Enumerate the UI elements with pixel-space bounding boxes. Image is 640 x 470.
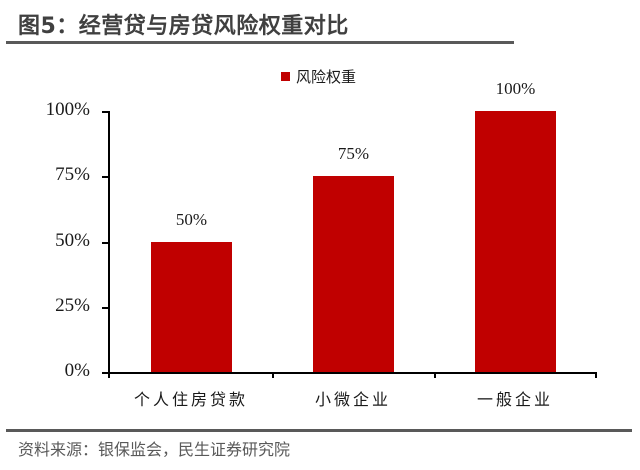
y-tick-label: 50% [55,230,90,251]
category-label: 小微企业 [314,390,391,409]
legend: 风险权重 [281,66,356,87]
y-tick-label: 25% [55,295,90,316]
y-tick [102,307,109,309]
legend-swatch-icon [281,72,290,81]
bar-small-micro-enterprise [313,176,394,372]
category-label: 个人住房贷款 [133,390,248,409]
x-tick [434,372,436,378]
category-label: 一般企业 [476,390,553,409]
y-tick-label: 100% [45,99,90,120]
source-note: 资料来源：银保监会，民生证券研究院 [18,440,291,459]
x-tick [272,372,274,378]
x-tick [595,372,597,378]
title-divider [6,41,514,44]
y-tick [102,176,109,178]
y-tick [102,111,109,113]
bar-personal-mortgage [151,241,232,372]
y-tick-label: 0% [64,360,90,381]
data-label: 50% [175,209,208,229]
legend-label: 风险权重 [296,68,357,86]
bar-general-enterprise [475,111,556,372]
y-tick-label: 75% [55,164,90,185]
y-tick [102,242,109,244]
source-divider [6,429,632,432]
data-label: 75% [337,144,370,164]
y-tick [102,372,109,374]
data-label: 100% [495,79,536,98]
figure-title: 图5：经营贷与房贷风险权重对比 [18,14,349,39]
x-axis [108,372,596,374]
x-tick [108,372,110,378]
bar-chart: 风险权重 100% 75% 50% 25% 0% 50% 75% 100% 个人… [45,66,597,409]
